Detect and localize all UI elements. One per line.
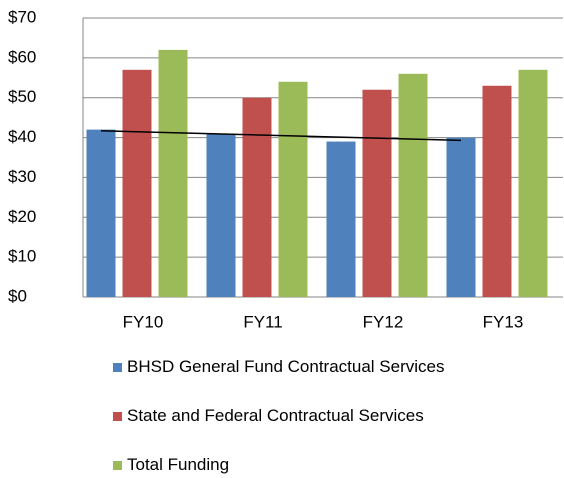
- y-tick-label: $20: [8, 207, 36, 226]
- x-tick-label: FY13: [483, 312, 524, 331]
- trend-line: [100, 130, 462, 142]
- bar: [122, 69, 152, 297]
- bar: [242, 97, 272, 297]
- legend-label: Total Funding: [127, 455, 230, 474]
- y-tick-label: $50: [8, 87, 36, 106]
- y-tick-label: $10: [8, 247, 36, 266]
- legend-label: BHSD General Fund Contractual Services: [127, 357, 445, 376]
- bar: [278, 81, 308, 298]
- legend-label: State and Federal Contractual Services: [127, 406, 424, 425]
- legend-item: State and Federal Contractual Services: [113, 406, 457, 426]
- bar: [158, 49, 188, 298]
- bar: [326, 141, 356, 297]
- bar: [206, 133, 236, 297]
- legend-item: BHSD General Fund Contractual Services: [113, 357, 457, 377]
- bar: [86, 129, 116, 297]
- legend-item: Total Funding: [113, 455, 457, 475]
- bar: [362, 89, 392, 297]
- y-tick-label: $60: [8, 47, 36, 66]
- bar: [446, 137, 476, 297]
- bar: [518, 69, 548, 297]
- bar: [482, 85, 512, 297]
- legend-swatch: [113, 461, 122, 470]
- y-tick-label: $30: [8, 167, 36, 186]
- x-tick-label: FY12: [363, 312, 404, 331]
- legend-swatch: [113, 412, 122, 421]
- y-tick-label: $70: [8, 7, 36, 26]
- bar: [398, 73, 428, 297]
- y-tick-label: $40: [8, 127, 36, 146]
- x-tick-label: FY10: [123, 312, 164, 331]
- x-tick-label: FY11: [243, 312, 282, 331]
- legend-swatch: [113, 363, 122, 372]
- y-tick-label: $0: [8, 286, 27, 305]
